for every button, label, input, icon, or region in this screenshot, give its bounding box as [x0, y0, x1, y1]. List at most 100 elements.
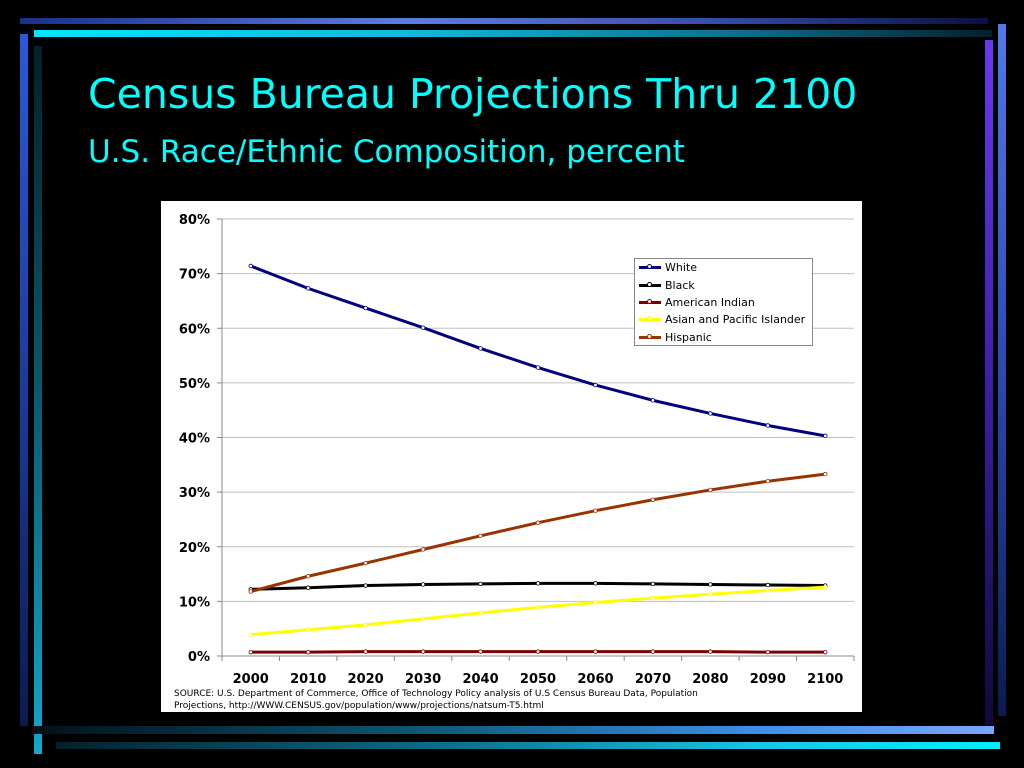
source-line-1: SOURCE: U.S. Department of Commerce, Off… — [174, 689, 698, 699]
data-point-black — [535, 581, 541, 586]
data-point-american-indian — [305, 649, 311, 655]
legend-label: Black — [665, 278, 695, 292]
data-point-hispanic — [535, 520, 541, 525]
data-point-white — [535, 365, 541, 370]
decorative-right-bar-inner — [998, 24, 1006, 716]
x-tick-label: 2030 — [405, 672, 441, 687]
decorative-left-bar-inner — [34, 46, 42, 754]
data-point-asian-and-pacific-islander — [478, 610, 483, 616]
y-tick-label: 20% — [179, 541, 210, 556]
data-point-black — [708, 582, 713, 587]
data-point-asian-and-pacific-islander — [305, 627, 311, 632]
decorative-bottom-bar-inner — [56, 742, 1000, 749]
data-point-american-indian — [420, 649, 426, 654]
legend-swatch-white — [639, 264, 661, 270]
y-tick-label: 80% — [179, 213, 210, 228]
chart-legend: White Black American Indian Asian and Pacif… — [634, 258, 813, 346]
data-point-white — [650, 398, 656, 403]
data-point-american-indian — [708, 649, 713, 654]
data-point-white — [593, 382, 598, 388]
slide-title: Census Bureau Projections Thru 2100 — [88, 70, 858, 118]
data-point-white — [363, 305, 368, 311]
data-point-white — [420, 325, 426, 330]
data-point-black — [593, 581, 598, 586]
data-point-hispanic — [593, 508, 598, 513]
data-point-hispanic — [823, 471, 828, 477]
data-point-asian-and-pacific-islander — [650, 595, 656, 601]
legend-item-black: Black — [635, 276, 812, 293]
data-point-white — [478, 346, 483, 351]
data-point-asian-and-pacific-islander — [765, 588, 771, 593]
data-point-asian-and-pacific-islander — [708, 592, 713, 597]
x-tick-label: 2040 — [462, 672, 498, 687]
data-point-asian-and-pacific-islander — [363, 622, 368, 628]
data-point-black — [363, 583, 368, 588]
y-tick-label: 10% — [179, 595, 210, 610]
data-point-black — [765, 582, 771, 588]
legend-label: White — [665, 261, 697, 275]
decorative-right-bar-outer — [985, 40, 993, 725]
legend-item-asian-and-pacific-islander: Asian and Pacific Islander — [635, 311, 812, 328]
y-tick-label: 0% — [188, 650, 210, 665]
legend-item-hispanic: Hispanic — [635, 329, 812, 346]
data-point-hispanic — [478, 533, 483, 539]
x-tick-label: 2060 — [577, 672, 613, 687]
data-point-white — [765, 423, 771, 428]
data-point-black — [305, 585, 311, 590]
data-point-black — [420, 582, 426, 587]
x-tick-label: 2020 — [348, 672, 384, 687]
decorative-top-bar-outer — [20, 18, 988, 24]
x-tick-label: 2090 — [750, 672, 786, 687]
data-point-asian-and-pacific-islander — [535, 605, 541, 610]
legend-swatch-american-indian — [639, 298, 661, 304]
data-point-american-indian — [650, 649, 656, 654]
data-point-asian-and-pacific-islander — [420, 616, 426, 622]
data-point-hispanic — [420, 547, 426, 552]
data-point-american-indian — [535, 649, 541, 654]
data-point-white — [248, 263, 253, 269]
x-tick-label: 2050 — [520, 672, 556, 687]
data-point-american-indian — [248, 649, 253, 655]
y-tick-label: 30% — [179, 486, 210, 501]
decorative-bottom-bar-outer — [34, 726, 994, 734]
legend-item-american-indian: American Indian — [635, 294, 812, 311]
legend-swatch-asian-and-pacific-islander — [639, 316, 661, 322]
data-point-hispanic — [363, 560, 368, 566]
legend-item-white: White — [635, 259, 812, 276]
data-point-american-indian — [363, 649, 368, 654]
chart-panel: 0% 10% 20% 30% 40% 50% 60% 70% 80% 2000 2010 2020 20… — [161, 201, 862, 712]
data-point-black — [650, 581, 656, 587]
y-tick-label: 40% — [179, 432, 210, 447]
y-tick-label: 50% — [179, 377, 210, 392]
x-tick-label: 2000 — [233, 672, 269, 687]
data-point-american-indian — [765, 649, 771, 655]
legend-swatch-hispanic — [639, 333, 661, 339]
data-point-american-indian — [823, 649, 828, 655]
data-point-white — [823, 433, 828, 439]
legend-swatch-black — [639, 281, 661, 287]
x-tick-label: 2100 — [807, 672, 843, 687]
decorative-left-bar-outer — [20, 34, 28, 726]
data-point-white — [305, 286, 311, 291]
source-note: SOURCE: U.S. Department of Commerce, Off… — [174, 688, 774, 712]
x-tick-label: 2070 — [635, 672, 671, 687]
slide-subtitle: U.S. Race/Ethnic Composition, percent — [88, 134, 685, 170]
data-point-hispanic — [650, 497, 656, 502]
legend-label: American Indian — [665, 295, 755, 309]
x-tick-label: 2080 — [692, 672, 728, 687]
data-point-asian-and-pacific-islander — [593, 600, 598, 605]
data-point-white — [708, 411, 713, 416]
data-point-hispanic — [248, 589, 253, 594]
source-line-2: Projections, http://WWW.CENSUS.gov/popul… — [174, 701, 544, 711]
y-tick-label: 60% — [179, 322, 210, 337]
data-point-black — [478, 581, 483, 587]
data-point-american-indian — [593, 649, 598, 654]
series-line-asian-and-pacific-islander — [250, 585, 826, 637]
x-tick-label: 2010 — [290, 672, 326, 687]
data-point-hispanic — [765, 479, 771, 484]
decorative-top-bar-inner — [34, 30, 992, 37]
y-tick-label: 70% — [179, 268, 210, 283]
legend-label: Hispanic — [665, 330, 712, 344]
data-point-asian-and-pacific-islander — [248, 632, 253, 637]
data-point-hispanic — [708, 487, 713, 493]
